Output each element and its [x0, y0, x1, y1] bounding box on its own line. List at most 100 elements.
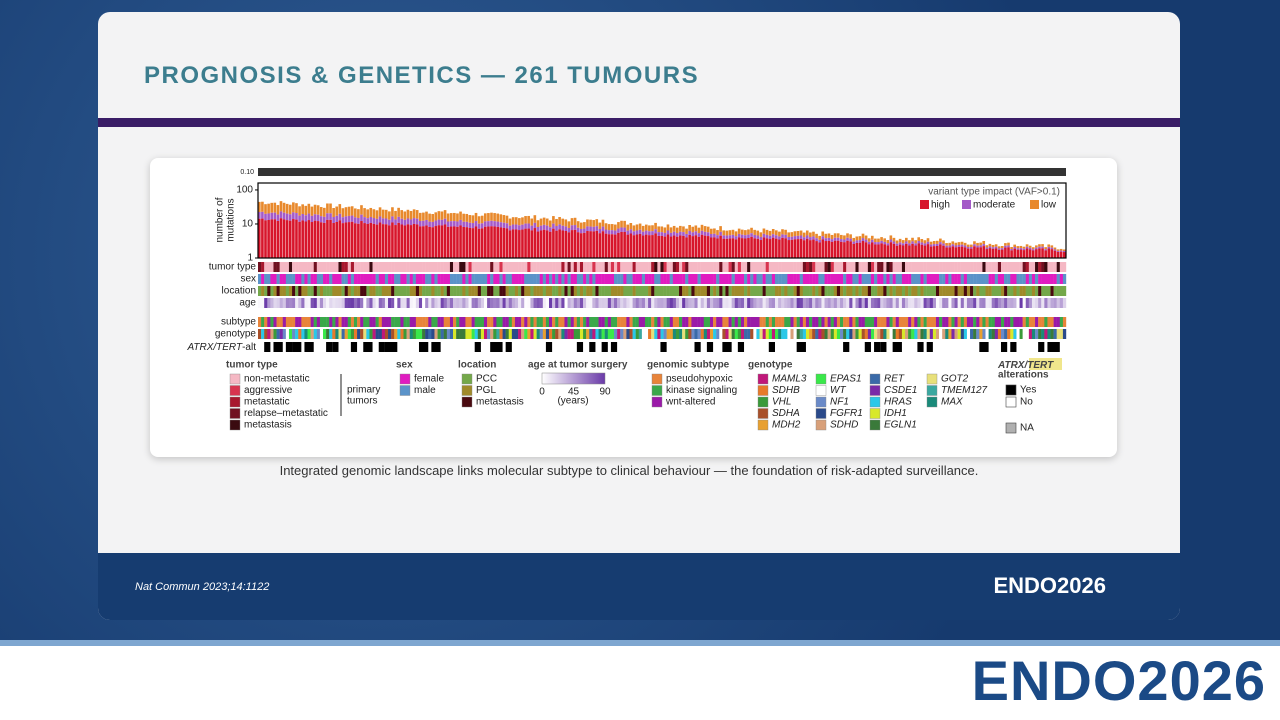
- track-cell: [579, 274, 584, 284]
- bar-segment: [731, 229, 735, 235]
- track-cell: [493, 286, 497, 296]
- track-cell: [372, 286, 376, 296]
- bar-segment: [397, 207, 400, 217]
- bar-segment: [1047, 248, 1051, 258]
- bar-segment: [982, 240, 986, 245]
- legend-label: TMEM127: [941, 385, 988, 396]
- track-cell: [437, 317, 441, 327]
- track-cell: [1019, 298, 1023, 308]
- track-cell: [626, 274, 630, 284]
- track-cell: [663, 298, 667, 308]
- track-cell: [762, 298, 766, 308]
- track-cell: [713, 317, 717, 327]
- bar-segment: [632, 235, 636, 258]
- bar-segment: [273, 202, 277, 213]
- track-cell: [737, 317, 742, 327]
- track-cell: [378, 317, 383, 327]
- track-cell: [877, 317, 881, 327]
- bar-segment: [951, 241, 955, 245]
- bar-segment: [601, 219, 605, 227]
- track-cell: [323, 286, 327, 296]
- track-cell: [412, 298, 417, 308]
- track-cell: [874, 329, 878, 339]
- bar-segment: [313, 214, 317, 221]
- track-cell: [586, 286, 590, 296]
- track-cell: [744, 298, 748, 308]
- bar-segment: [908, 240, 911, 244]
- track-cell: [929, 298, 934, 308]
- track-cell: [905, 262, 909, 272]
- bar-segment: [428, 226, 431, 258]
- track-cell: [276, 274, 280, 284]
- track-cell: [781, 298, 785, 308]
- bar-segment: [685, 237, 688, 258]
- track-cell: [437, 329, 441, 339]
- bar-segment: [518, 225, 521, 231]
- track-cell: [329, 329, 333, 339]
- bar-segment: [564, 219, 568, 227]
- bar-segment: [372, 218, 376, 224]
- track-cell: [369, 329, 373, 339]
- track-cell: [292, 329, 296, 339]
- track-cell: [583, 274, 587, 284]
- track-cell: [691, 298, 695, 308]
- track-cell: [338, 317, 342, 327]
- track-cell: [632, 286, 636, 296]
- track-cell: [555, 317, 559, 327]
- bar-segment: [418, 220, 422, 227]
- track-cell: [805, 317, 810, 327]
- bar-segment: [1038, 244, 1041, 247]
- track-cell: [744, 262, 748, 272]
- bar-segment: [295, 219, 298, 258]
- track-cell: [663, 329, 667, 339]
- track-cell: [307, 274, 311, 284]
- track-cell: [576, 342, 584, 352]
- bar-segment: [886, 240, 890, 244]
- track-cell: [270, 329, 274, 339]
- bar-segment: [350, 215, 354, 222]
- bar-segment: [316, 214, 320, 222]
- bracket-label: tumors: [347, 396, 378, 407]
- track-cell: [802, 329, 807, 339]
- track-label-part: ATRX/: [186, 342, 217, 353]
- track-cell: [267, 286, 271, 296]
- track-cell: [617, 317, 621, 327]
- track-cell: [301, 286, 305, 296]
- track-cell: [1050, 298, 1054, 308]
- track-cell: [942, 329, 946, 339]
- track-cell: [976, 329, 980, 339]
- track-cell: [459, 329, 463, 339]
- bar-segment: [781, 234, 784, 238]
- bar-segment: [282, 219, 286, 258]
- track-cell: [855, 329, 859, 339]
- bar-segment: [555, 225, 558, 231]
- bar-segment: [604, 229, 608, 234]
- track-cell: [914, 298, 918, 308]
- track-cell: [446, 317, 451, 327]
- legend-swatch: [1030, 200, 1039, 209]
- track-cell: [508, 274, 513, 284]
- bar-segment: [632, 231, 636, 236]
- bar-segment: [261, 218, 264, 258]
- bar-segment: [264, 204, 267, 214]
- bar-segment: [932, 246, 936, 258]
- track-cell: [570, 286, 574, 296]
- track-cell: [357, 298, 361, 308]
- track-cell: [731, 298, 735, 308]
- track-cell: [617, 329, 621, 339]
- track-cell: [474, 317, 479, 327]
- track-cell: [391, 317, 395, 327]
- bar-segment: [830, 241, 834, 258]
- bar-segment: [468, 227, 472, 258]
- track-cell: [623, 317, 627, 327]
- track-cell: [926, 298, 930, 308]
- track-cell: [923, 286, 927, 296]
- track-cell: [880, 262, 884, 272]
- track-cell: [809, 298, 813, 308]
- bar-segment: [391, 222, 394, 258]
- track-cell: [846, 298, 850, 308]
- track-cell: [877, 329, 881, 339]
- track-cell: [375, 329, 379, 339]
- bar-segment: [564, 231, 568, 258]
- track-cell: [1016, 286, 1020, 296]
